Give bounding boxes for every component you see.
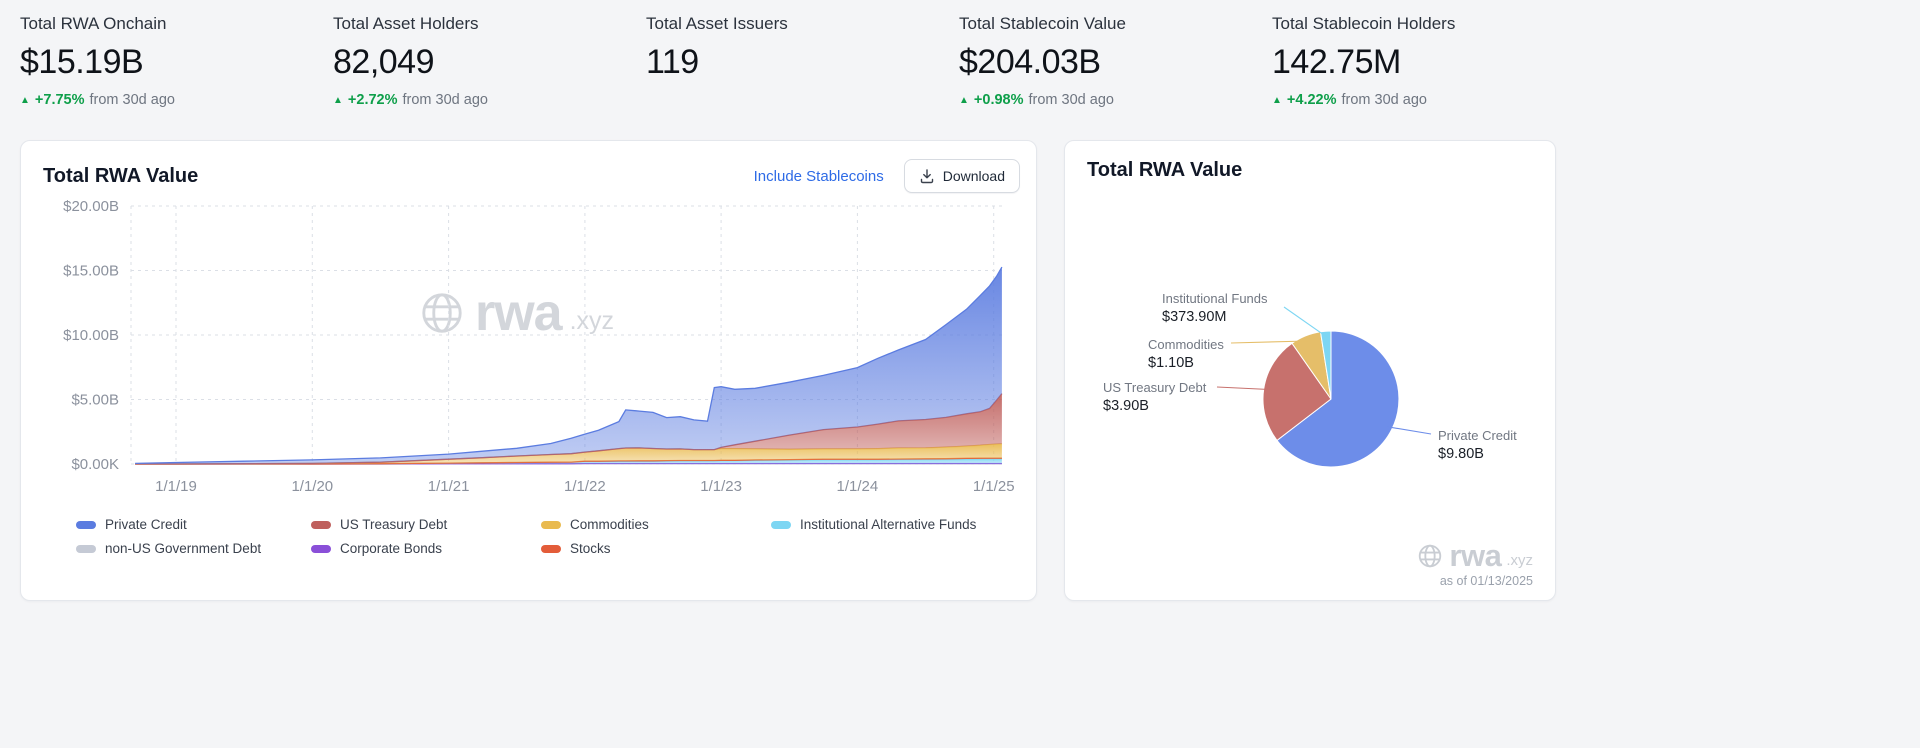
stat-label: Total RWA Onchain [20,14,167,33]
svg-text:1/1/25: 1/1/25 [973,478,1015,495]
stat-total-asset-holders: Total Asset Holders 82,049 ▲ +2.72% from… [333,14,646,108]
svg-text:$3.90B: $3.90B [1103,398,1149,414]
delta-suffix: from 30d ago [402,92,488,108]
svg-text:$5.00B: $5.00B [71,392,119,409]
rwa-watermark: rwa .xyz [1417,540,1533,571]
watermark-brand: rwa [1449,538,1502,573]
stat-value: 119 [646,43,699,81]
area-card-header: Total RWA Value Include Stablecoins Down… [43,159,1020,193]
svg-text:$0.00K: $0.00K [71,456,119,473]
stats-row: Total RWA Onchain $15.19B ▲ +7.75% from … [20,14,1585,108]
legend-swatch [541,520,561,529]
delta-up-icon: ▲ [20,94,30,106]
stat-total-asset-issuers: Total Asset Issuers 119 [646,14,959,108]
legend-swatch [311,544,331,553]
svg-text:$373.90M: $373.90M [1162,309,1227,325]
rwa-value-pie-chart[interactable]: Private Credit $9.80B US Treasury Debt $3.9… [1065,141,1557,602]
globe-icon [419,290,465,336]
stat-delta: ▲ +0.98% from 30d ago [959,92,1272,108]
stat-label: Total Stablecoin Value [959,14,1126,33]
include-stablecoins-link[interactable]: Include Stablecoins [753,167,884,185]
legend-label: Stocks [570,541,611,556]
legend-item[interactable]: Institutional Alternative Funds [771,517,1014,532]
legend-swatch [541,544,561,553]
stat-delta: ▲ +4.22% from 30d ago [1272,92,1585,108]
svg-text:Private Credit: Private Credit [1438,428,1517,443]
watermark-suffix: .xyz [569,307,615,335]
legend-label: Corporate Bonds [340,541,443,556]
svg-text:1/1/19: 1/1/19 [155,478,197,495]
stat-label: Total Stablecoin Holders [1272,14,1456,33]
legend-swatch [76,544,96,553]
download-button-label: Download [942,168,1005,184]
legend-label: Institutional Alternative Funds [800,517,977,532]
legend-item[interactable]: Corporate Bonds [311,541,541,556]
legend-item[interactable]: Private Credit [76,517,311,532]
rwa-watermark: rwa .xyz [419,287,614,339]
svg-text:Commodities: Commodities [1148,337,1224,352]
svg-text:$9.80B: $9.80B [1438,446,1484,462]
download-icon [919,168,935,184]
delta-suffix: from 30d ago [1341,92,1427,108]
svg-text:Institutional Funds: Institutional Funds [1162,291,1268,306]
svg-text:US Treasury Debt: US Treasury Debt [1103,380,1207,395]
svg-text:$1.10B: $1.10B [1148,355,1194,371]
stat-label: Total Asset Holders [333,14,479,33]
svg-text:1/1/23: 1/1/23 [700,478,742,495]
delta-percent: +0.98% [973,92,1024,108]
total-rwa-value-pie-card: Total RWA Value Private Credit $9.80B US T… [1064,140,1556,601]
legend-item[interactable]: Stocks [541,541,771,556]
delta-percent: +4.22% [1286,92,1337,108]
stat-value: 142.75M [1272,43,1401,81]
delta-suffix: from 30d ago [1028,92,1114,108]
total-rwa-value-area-card: Total RWA Value Include Stablecoins Down… [20,140,1037,601]
stat-value: 82,049 [333,43,435,81]
stat-value: $15.19B [20,43,144,81]
legend-label: Private Credit [105,517,187,532]
area-card-title: Total RWA Value [43,164,199,187]
legend-label: US Treasury Debt [340,517,448,532]
delta-suffix: from 30d ago [89,92,175,108]
legend-swatch [771,520,791,529]
stat-label: Total Asset Issuers [646,14,788,33]
watermark-suffix: .xyz [1506,552,1533,569]
svg-text:1/1/20: 1/1/20 [291,478,333,495]
watermark-brand: rwa [475,284,563,342]
stat-value: $204.03B [959,43,1101,81]
svg-text:$15.00B: $15.00B [63,263,119,280]
delta-percent: +7.75% [34,92,85,108]
svg-text:1/1/24: 1/1/24 [837,478,879,495]
stat-total-stablecoin-value: Total Stablecoin Value $204.03B ▲ +0.98%… [959,14,1272,108]
delta-up-icon: ▲ [1272,94,1282,106]
legend-item[interactable]: non-US Government Debt [76,541,311,556]
legend-label: non-US Government Debt [105,541,262,556]
legend-swatch [311,520,331,529]
stat-delta: ▲ +2.72% from 30d ago [333,92,646,108]
area-chart-legend: Private Credit US Treasury Debt Commoditie… [76,517,1014,556]
legend-swatch [76,520,96,529]
legend-item[interactable]: Commodities [541,517,771,532]
stat-total-stablecoin-holders: Total Stablecoin Holders 142.75M ▲ +4.22… [1272,14,1585,108]
pie-card-title: Total RWA Value [1087,159,1243,181]
pie-card-header: Total RWA Value [1087,159,1539,182]
svg-text:$20.00B: $20.00B [63,198,119,215]
rwa-value-area-chart[interactable]: 1/1/19 1/1/20 1/1/21 1/1/22 1/1/23 1/1/24 1/1/… [29,191,1029,503]
legend-label: Commodities [570,517,649,532]
svg-text:$10.00B: $10.00B [63,327,119,344]
delta-percent: +2.72% [347,92,398,108]
svg-text:1/1/22: 1/1/22 [564,478,606,495]
as-of-date: as of 01/13/2025 [1439,574,1533,588]
stat-total-rwa-onchain: Total RWA Onchain $15.19B ▲ +7.75% from … [20,14,333,108]
area-card-controls: Include Stablecoins Download [754,159,1020,193]
globe-icon [1417,543,1443,569]
svg-text:1/1/21: 1/1/21 [428,478,470,495]
stat-delta: ▲ +7.75% from 30d ago [20,92,333,108]
delta-up-icon: ▲ [333,94,343,106]
legend-item[interactable]: US Treasury Debt [311,517,541,532]
delta-up-icon: ▲ [959,94,969,106]
download-button[interactable]: Download [903,159,1020,193]
